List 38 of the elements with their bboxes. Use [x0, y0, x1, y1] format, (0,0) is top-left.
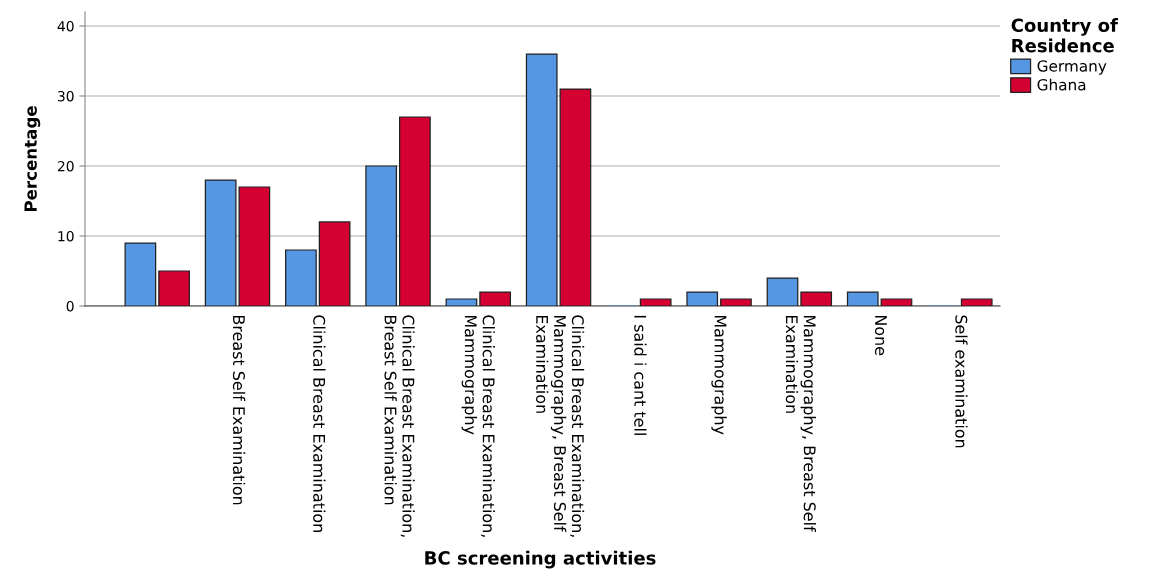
bar	[399, 116, 431, 306]
bar	[639, 298, 672, 306]
x-tick-label: None	[874, 315, 887, 356]
y-tick-label: 30	[57, 90, 74, 102]
y-tick-label: 10	[58, 230, 74, 242]
x-tick-label: Breast Self Examination	[232, 315, 246, 505]
x-tick-label: Self examination	[955, 315, 968, 448]
bar	[686, 291, 719, 306]
bar	[525, 53, 558, 306]
bar	[124, 242, 157, 306]
bar	[285, 249, 317, 306]
bar	[318, 221, 351, 306]
x-tick-label: Clinical Breast Examination, Mammography	[461, 315, 495, 537]
y-tick-label: 20	[57, 160, 74, 172]
bar	[158, 270, 190, 306]
x-axis-title: BC screening activities	[425, 550, 656, 569]
bar	[846, 291, 879, 306]
legend-label: Ghana	[1037, 78, 1086, 91]
bar	[365, 165, 398, 306]
bar	[559, 88, 592, 306]
bar	[880, 298, 913, 306]
x-tick-label: Clinical Breast Examination, Mammography, Breast Self Examination	[536, 315, 585, 537]
bar	[800, 291, 833, 306]
bar	[766, 277, 799, 306]
x-tick-label: Clinical Breast Examination	[313, 315, 326, 532]
x-tick-label: Mammography	[711, 315, 727, 435]
x-tick-label: I said i cant tell	[634, 315, 647, 435]
bar	[479, 291, 512, 306]
legend-label: Germany	[1037, 60, 1107, 75]
bar	[445, 298, 478, 306]
legend-title: Country of Residence	[1011, 18, 1119, 53]
x-tick-label: Mammography, Breast Self Examination	[785, 315, 817, 532]
bar	[720, 298, 752, 306]
bar	[960, 298, 993, 306]
x-tick-label: Clinical Breast Examination, Breast Self Examination	[384, 315, 415, 537]
y-axis-title: Percentage	[24, 106, 41, 212]
y-tick-label: 40	[57, 20, 74, 32]
y-tick-label: 0	[66, 300, 74, 312]
